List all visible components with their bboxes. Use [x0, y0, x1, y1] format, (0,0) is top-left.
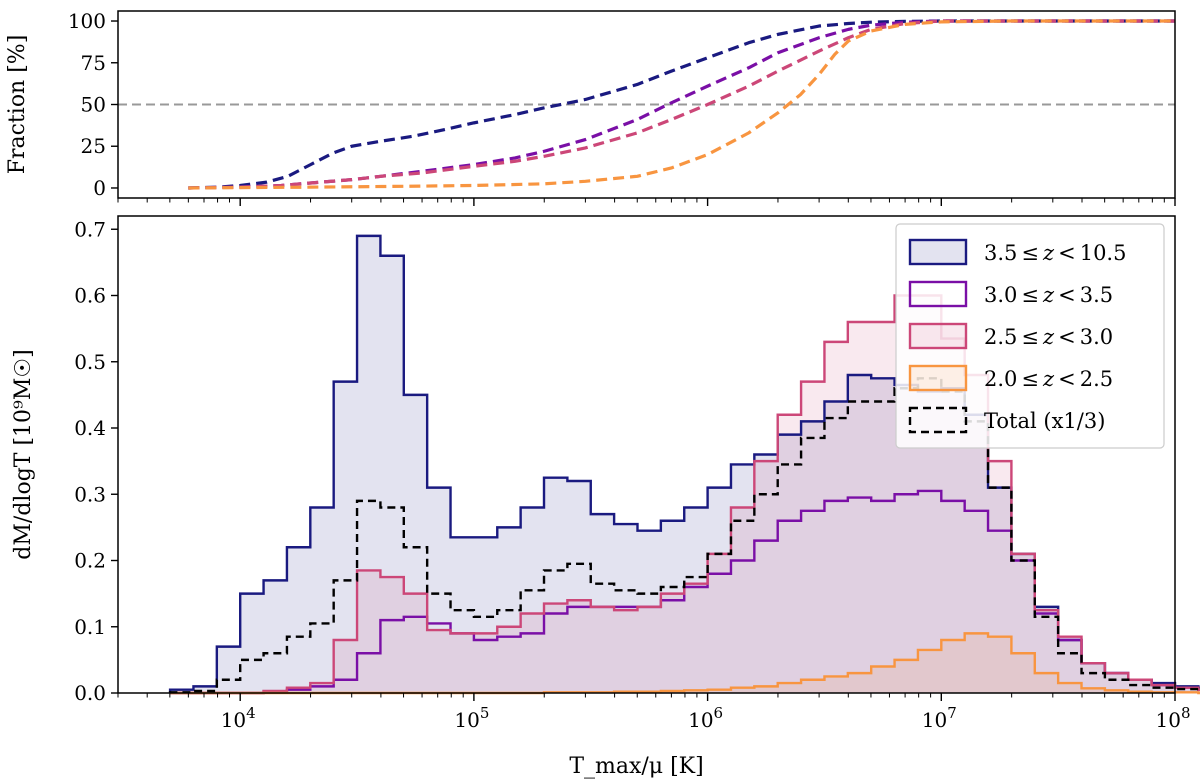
x-tick-label: 108: [1156, 704, 1191, 732]
histogram-bin: [801, 438, 824, 693]
y-tick-label: 75: [81, 51, 106, 75]
histogram-bin: [754, 494, 777, 693]
legend-label-2-0-z-2-5: 2.0 ≤ z <2.5: [984, 367, 1113, 391]
histogram-bin: [310, 623, 333, 693]
histogram-bin: [778, 464, 801, 693]
x-tick-label: 105: [454, 704, 489, 732]
histogram-bin: [708, 554, 731, 693]
cumulative-lines: [188, 19, 1175, 190]
cumulative-line-2-5-z-3-0: [188, 19, 1175, 190]
histogram-bin: [1011, 561, 1034, 694]
top-panel-fraction: 0 25 50 75 100 Fraction [%]: [5, 9, 1176, 206]
legend: 3.5 ≤ z <10.5 3.0 ≤ z <3.5 2.5 ≤ z <3.0 2.0 ≤ z <2.5 Tot…: [895, 223, 1165, 449]
histogram-bin: [871, 402, 894, 694]
x-tick-label: 107: [922, 704, 957, 732]
y-tick-label: 25: [81, 134, 106, 158]
x-axis-label: T_max/μ [K]: [569, 754, 703, 779]
bottom-x-ticks: 104 105 106 107 108: [117, 693, 1191, 732]
histogram-bin: [474, 617, 497, 693]
y-tick-label: 0.3: [74, 482, 106, 506]
histogram-bin: [1105, 680, 1128, 693]
legend-patch-2-0-z-2-5: [908, 364, 968, 392]
histogram-bin: [848, 402, 871, 694]
histogram-bin: [824, 418, 847, 693]
histogram-bin: [240, 660, 263, 693]
y-tick-label: 100: [68, 9, 106, 33]
histogram-bin: [637, 594, 660, 693]
histogram-bin: [427, 594, 450, 693]
histogram-bin: [217, 680, 240, 693]
legend-label-3-0-z-3-5: 3.0 ≤ z <3.5: [984, 283, 1113, 307]
histogram-bin: [567, 564, 590, 693]
histogram-bin: [264, 653, 287, 693]
bottom-y-axis-label: dM/dlogT [10⁹M☉]: [11, 349, 36, 559]
legend-box: [895, 223, 1165, 449]
x-tick-label: 106: [688, 704, 723, 732]
histogram-bin: [357, 501, 380, 693]
histogram-bin: [988, 488, 1011, 693]
bottom-plot-frame: [117, 215, 1176, 694]
cumulative-line-3-5-z-10-5: [188, 19, 1175, 190]
histogram-bin: [521, 590, 544, 693]
y-tick-label: 0.1: [74, 615, 106, 639]
histogram-bin: [1035, 617, 1058, 693]
legend-patch-3-5-z-10-5: [908, 238, 968, 266]
histogram-bin: [965, 421, 988, 693]
y-tick-label: 0.2: [74, 549, 106, 573]
histogram-bin: [591, 584, 614, 693]
histogram-bin: [451, 610, 474, 693]
histogram-bin: [614, 590, 637, 693]
legend-patch-3-0-z-3-5: [908, 280, 968, 308]
y-tick-label: 0.7: [74, 217, 106, 241]
bottom-y-ticks: 0.0 0.1 0.2 0.3 0.4 0.5 0.6 0.7: [74, 217, 118, 705]
cumulative-line-3-0-z-3-5: [188, 19, 1175, 190]
y-tick-label: 0.5: [74, 350, 106, 374]
histogram-bin: [544, 570, 567, 693]
cumulative-line-2-0-z-2-5: [188, 19, 1175, 190]
histogram-bin: [731, 521, 754, 693]
legend-label-2-5-z-3-0: 2.5 ≤ z <3.0: [984, 325, 1113, 349]
histogram-bin: [684, 577, 707, 693]
bottom-panel-histogram: 0.0 0.1 0.2 0.3 0.4 0.5 0.6 0.7 104 105 106 107 108…: [11, 215, 1200, 779]
legend-patch-total-x1-3: [908, 406, 968, 434]
legend-patch-2-5-z-3-0: [908, 322, 968, 350]
histogram-bin: [404, 547, 427, 693]
histogram-bin: [1058, 653, 1081, 693]
top-y-axis-label: Fraction [%]: [5, 35, 30, 175]
histogram-bin: [380, 508, 403, 694]
legend-label-total-x1-3: Total (x1/3): [984, 409, 1105, 433]
y-tick-label: 0.0: [74, 681, 106, 705]
y-tick-label: 50: [81, 93, 106, 117]
x-tick-label: 104: [221, 704, 256, 732]
histogram-bin: [287, 637, 310, 693]
histogram-bin: [497, 610, 520, 693]
y-tick-label: 0.4: [74, 416, 106, 440]
top-y-ticks: 0 25 50 75 100: [68, 9, 118, 200]
y-tick-label: 0: [93, 176, 106, 200]
histogram-outline-total-x1-3: [168, 377, 1200, 694]
histogram-bin: [661, 587, 684, 693]
legend-label-3-5-z-10-5: 3.5 ≤ z <10.5: [984, 241, 1126, 265]
y-tick-label: 0.6: [74, 284, 106, 308]
histogram-bin: [334, 580, 357, 693]
histogram-fill-2-0-z-2-5: [170, 633, 1200, 693]
histogram-series-total-x1-3: [168, 377, 1200, 694]
histogram-bin: [1082, 673, 1105, 693]
top-plot-frame: [117, 10, 1176, 199]
